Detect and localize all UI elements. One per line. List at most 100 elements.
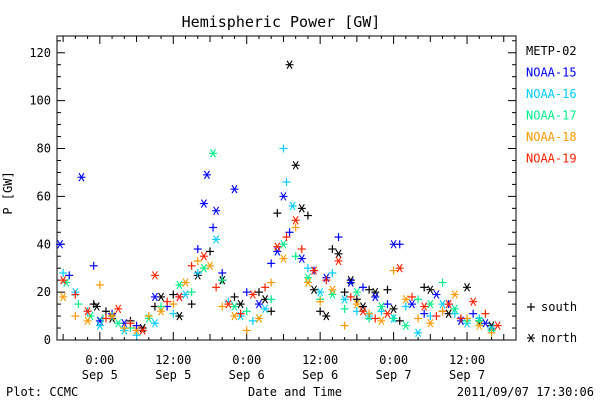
data-point-south xyxy=(193,245,202,254)
data-point-south xyxy=(365,285,374,294)
data-point-north xyxy=(150,292,159,302)
data-point-south xyxy=(395,240,404,249)
data-point-south xyxy=(242,288,251,297)
legend-marker-north-icon xyxy=(527,333,535,343)
data-point-north xyxy=(77,172,86,182)
data-point-north xyxy=(463,283,472,292)
data-point-south xyxy=(282,233,291,242)
legend: METP-02 NOAA-15 NOAA-16 NOAA-17 NOAA-18 NOAA-… xyxy=(526,44,577,345)
data-point-north xyxy=(288,201,297,211)
data-point-south xyxy=(267,295,276,304)
data-point-north xyxy=(175,280,184,290)
data-point-south xyxy=(132,331,141,340)
data-point-north xyxy=(254,299,263,309)
data-point-north xyxy=(279,254,288,263)
data-point-north xyxy=(450,290,459,299)
chart-title: Hemispheric Power [GW] xyxy=(182,13,381,31)
data-point-south xyxy=(303,264,312,273)
data-point-north xyxy=(377,316,386,326)
data-point-south xyxy=(346,292,355,301)
data-point-north xyxy=(352,299,361,309)
data-point-south xyxy=(481,309,490,318)
data-point-south xyxy=(206,247,214,256)
data-point-south xyxy=(193,268,202,277)
data-point-south xyxy=(163,297,172,306)
data-point-south xyxy=(328,245,337,254)
data-point-south xyxy=(187,300,196,309)
data-point-south xyxy=(407,292,416,301)
data-point-south xyxy=(371,314,380,323)
data-point-south xyxy=(169,300,178,309)
data-point-north xyxy=(138,326,147,335)
x-tick-time-label: 0:00 xyxy=(232,353,261,367)
y-tick-label: 0 xyxy=(44,333,51,347)
legend-marker-label: north xyxy=(541,331,577,345)
data-point-south xyxy=(340,288,349,297)
data-point-south xyxy=(322,276,331,285)
data-point-south xyxy=(420,309,429,318)
data-point-north xyxy=(202,170,211,180)
data-point-north xyxy=(206,261,214,271)
data-point-south xyxy=(132,321,141,330)
data-point-north xyxy=(310,266,319,275)
legend-entry-noaa-18: NOAA-18 xyxy=(526,130,577,144)
data-point-south xyxy=(285,228,294,237)
data-point-north xyxy=(114,304,123,314)
data-point-north xyxy=(352,287,361,297)
data-point-south xyxy=(395,316,404,325)
data-point-south xyxy=(261,283,270,292)
data-point-north xyxy=(334,256,343,266)
x-tick-time-label: 12:00 xyxy=(449,353,485,367)
data-point-south xyxy=(212,283,221,292)
data-point-south xyxy=(432,312,441,321)
data-point-south xyxy=(450,309,459,318)
data-point-south xyxy=(236,309,245,318)
data-point-north xyxy=(59,292,68,302)
data-point-south xyxy=(420,283,429,292)
data-point-north xyxy=(493,321,502,330)
data-point-north xyxy=(469,297,478,306)
data-point-south xyxy=(414,314,423,323)
data-point-south xyxy=(126,319,135,328)
data-point-north xyxy=(297,254,306,263)
data-point-north xyxy=(59,275,68,285)
legend-marker-label: south xyxy=(541,300,577,314)
data-point-south xyxy=(328,268,337,277)
data-point-south xyxy=(389,314,398,323)
data-point-north xyxy=(334,249,343,259)
data-point-north xyxy=(432,290,441,299)
data-point-south xyxy=(71,312,80,321)
data-point-north xyxy=(108,311,117,321)
data-point-south xyxy=(383,300,392,309)
data-point-north xyxy=(261,304,270,314)
data-point-south xyxy=(65,271,74,280)
y-tick-label: 100 xyxy=(29,94,51,108)
data-point-south xyxy=(101,307,110,316)
data-point-south xyxy=(273,209,282,218)
data-point-south xyxy=(469,309,478,318)
data-point-north xyxy=(279,192,288,201)
data-point-south xyxy=(254,288,263,297)
data-point-north xyxy=(150,318,159,328)
data-point-north xyxy=(92,302,101,311)
data-point-north xyxy=(230,302,239,311)
data-point-south xyxy=(230,292,239,301)
plot-area xyxy=(56,35,517,341)
data-point-north xyxy=(316,287,325,297)
data-point-north xyxy=(328,285,337,295)
data-point-north xyxy=(212,235,221,244)
data-point-north xyxy=(481,318,490,328)
data-point-south xyxy=(193,257,202,266)
data-point-south xyxy=(303,211,312,220)
data-point-south xyxy=(456,314,465,323)
data-point-south xyxy=(267,259,276,268)
data-point-north xyxy=(291,216,300,225)
x-tick-date-label: Sep 5 xyxy=(82,368,118,382)
data-point-south xyxy=(401,302,410,311)
data-point-north xyxy=(212,206,221,216)
data-point-south xyxy=(187,288,196,297)
data-point-south xyxy=(169,290,178,299)
data-point-north xyxy=(157,306,166,316)
data-point-north xyxy=(56,239,65,249)
y-axis: 0 20 40 60 80 100 120 xyxy=(29,40,516,347)
